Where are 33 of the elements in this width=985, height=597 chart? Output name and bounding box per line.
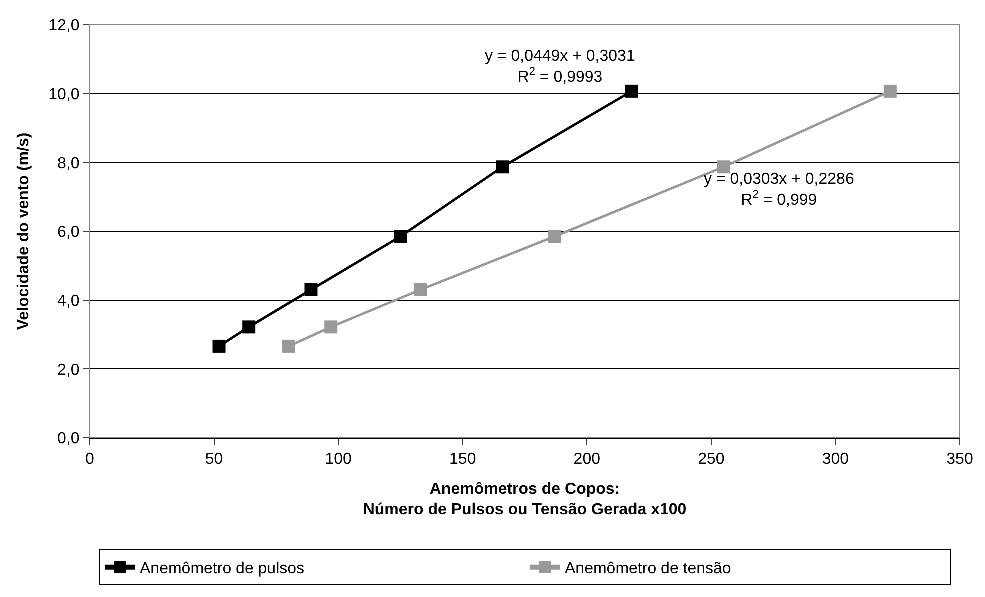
x-tick-label: 50 bbox=[205, 451, 224, 468]
point bbox=[496, 160, 510, 174]
point bbox=[394, 230, 408, 244]
x-tick-label: 250 bbox=[698, 451, 725, 468]
x-tick-label: 150 bbox=[450, 451, 476, 468]
point bbox=[884, 84, 897, 98]
y-tick-label: 0,0 bbox=[58, 430, 80, 448]
point bbox=[717, 160, 730, 174]
x-tick-label: 350 bbox=[946, 451, 974, 468]
annotation: y = 0,0449x + 0,3031 R$^{2}$ = 0,9993 bbox=[485, 48, 636, 86]
x-axis-title: Anemômetros de Copos: Número de Pulsos ou Tensão Gerada x100 bbox=[363, 480, 687, 519]
y-tick-label: 8,0 bbox=[58, 155, 80, 172]
point bbox=[548, 230, 562, 244]
x-tick-label: 200 bbox=[574, 451, 601, 468]
point bbox=[324, 320, 338, 334]
y-tick-label: 12,0 bbox=[48, 18, 80, 35]
point bbox=[282, 340, 296, 353]
y-tick-label: 6,0 bbox=[58, 224, 80, 242]
legend-label: Anemômetro de tensão bbox=[565, 560, 732, 578]
y-axis-title: Velocidade do vento (m/s) bbox=[16, 132, 33, 330]
x-tick-label: 300 bbox=[822, 451, 850, 468]
x-tick-label: 100 bbox=[325, 451, 352, 468]
point bbox=[625, 84, 638, 98]
point bbox=[242, 320, 256, 334]
point bbox=[212, 340, 226, 353]
y-tick-label: 4,0 bbox=[58, 292, 80, 310]
y-tick-label: 10,0 bbox=[48, 86, 80, 104]
y-tick-label: 2,0 bbox=[58, 362, 80, 379]
x-tick-label: 0 bbox=[86, 451, 95, 468]
point bbox=[304, 284, 318, 297]
legend-label: Anemômetro de pulsos bbox=[140, 560, 305, 578]
point bbox=[414, 284, 428, 297]
annotation: y = 0,0303x + 0,2286 R$^{2}$ = 0,999 bbox=[704, 171, 854, 209]
